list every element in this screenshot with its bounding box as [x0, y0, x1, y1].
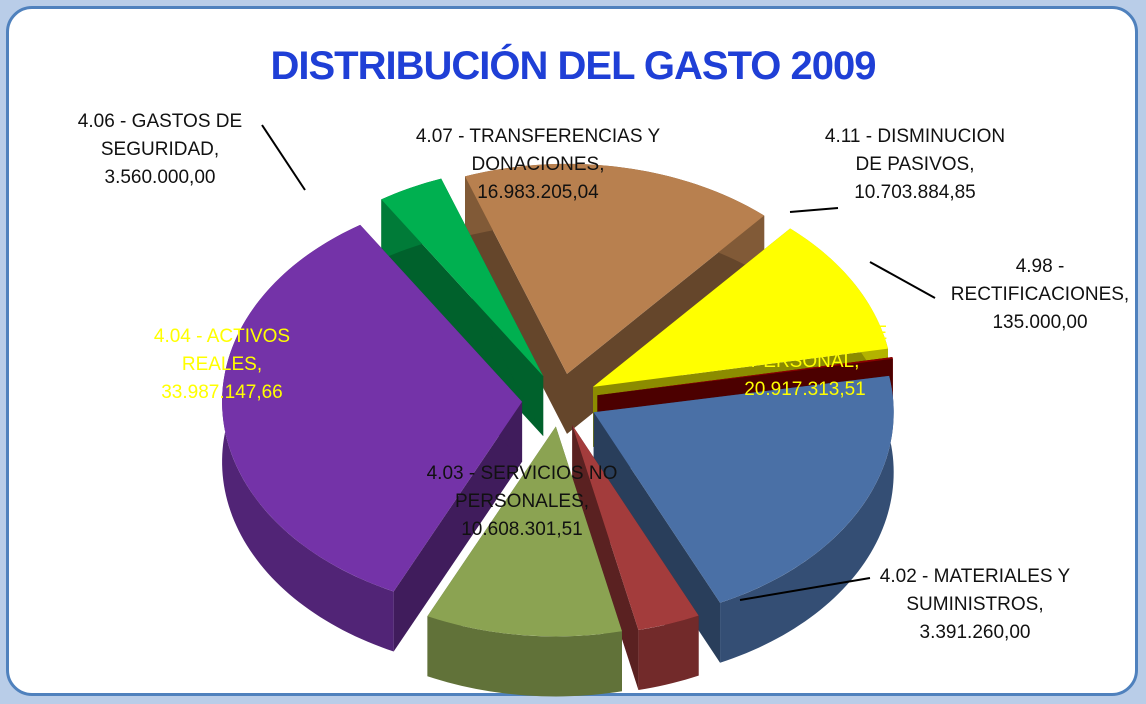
label-value: 3.560.000,00: [104, 167, 216, 188]
label-name: 4.03 - SERVICIOS NO PERSONALES,: [426, 463, 618, 512]
leader-line: [869, 261, 936, 299]
label-value: 33.987.147,66: [161, 382, 283, 403]
slice: [465, 163, 765, 374]
label-name: 4.07 - TRANSFERENCIAS Y DONACIONES,: [415, 126, 661, 175]
slice: [593, 228, 889, 387]
leader-line: [261, 124, 306, 191]
label-name: 4.06 - GASTOS DE SEGURIDAD,: [77, 111, 243, 160]
slice-wall: [593, 412, 721, 663]
slice: [572, 425, 699, 631]
data-label: 4.03 - SERVICIOS NO PERSONALES, 10.608.30…: [407, 460, 637, 544]
data-label: 4.01 - GASTOS DE PERSONAL, 20.917.313,51: [695, 320, 915, 404]
slice-side: [638, 615, 699, 691]
slice-side: [427, 616, 622, 697]
slice: [593, 375, 894, 603]
data-label: 4.06 - GASTOS DE SEGURIDAD, 3.560.000,00: [45, 108, 275, 192]
label-value: 3.391.260,00: [919, 622, 1031, 643]
label-value: 16.983.205,04: [477, 182, 599, 203]
label-name: 4.01 - GASTOS DE PERSONAL,: [722, 323, 888, 372]
label-name: 4.02 - MATERIALES Y SUMINISTROS,: [879, 566, 1071, 615]
slice-side: [720, 375, 894, 663]
label-value: 10.608.301,51: [461, 519, 583, 540]
label-name: 4.11 - DISMINUCION DE PASIVOS,: [824, 126, 1006, 175]
slice-wall: [465, 176, 567, 434]
label-value: 135.000,00: [992, 312, 1088, 333]
slice-wall: [393, 401, 523, 652]
label-name: 4.98 - RECTIFICACIONES,: [950, 256, 1130, 305]
label-value: 20.917.313,51: [744, 379, 866, 400]
leader-line: [789, 207, 839, 213]
data-label: 4.07 - TRANSFERENCIAS Y DONACIONES, 16.98…: [413, 123, 663, 207]
slice-wall: [572, 425, 639, 691]
data-label: 4.98 - RECTIFICACIONES, 135.000,00: [930, 253, 1146, 337]
leader-line: [739, 577, 871, 601]
slice: [597, 357, 893, 396]
slice: [222, 224, 523, 592]
label-value: 10.703.884,85: [854, 182, 976, 203]
data-label: 4.11 - DISMINUCION DE PASIVOS, 10.703.884…: [815, 123, 1015, 207]
slice-wall: [381, 199, 544, 437]
data-label: 4.04 - ACTIVOS REALES, 33.987.147,66: [112, 323, 332, 407]
data-label: 4.02 - MATERIALES Y SUMINISTROS, 3.391.26…: [855, 563, 1095, 647]
chart-title: DISTRIBUCIÓN DEL GASTO 2009: [270, 44, 877, 88]
slice: [427, 426, 622, 637]
label-name: 4.04 - ACTIVOS REALES,: [153, 326, 291, 375]
slice: [381, 178, 544, 377]
